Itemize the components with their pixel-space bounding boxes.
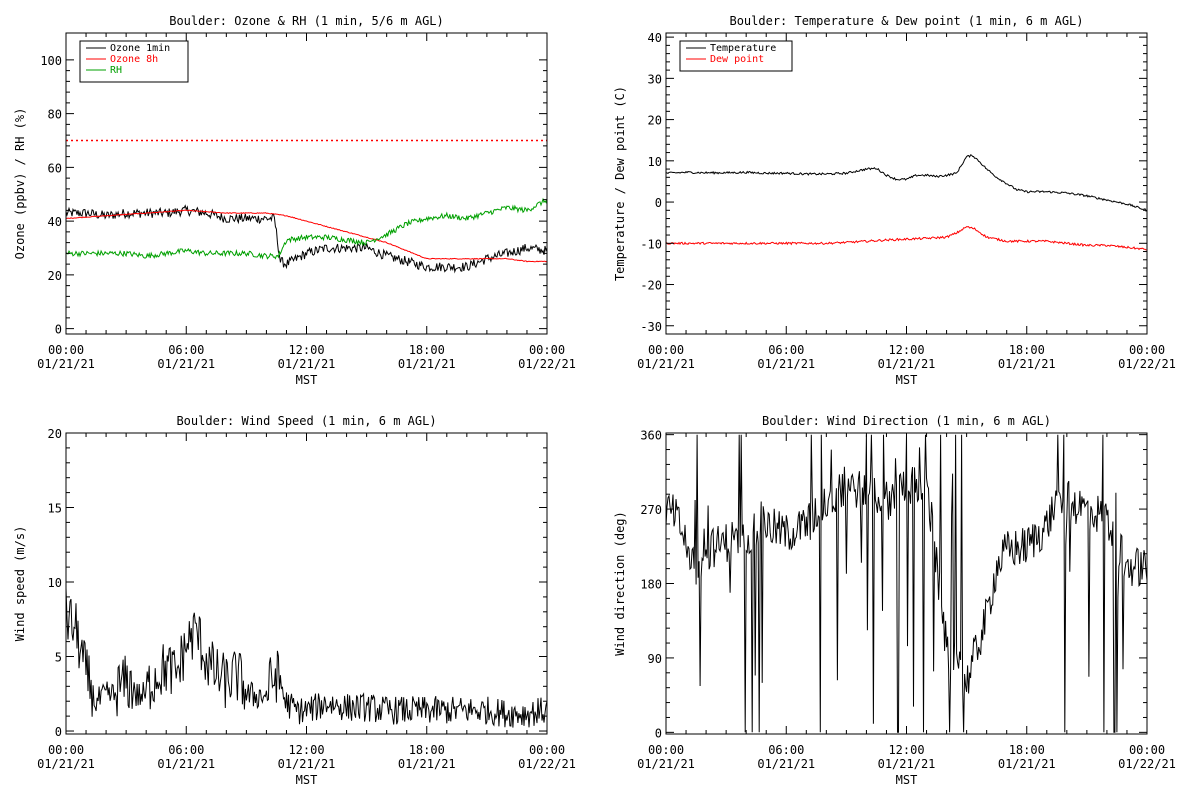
x-tick-label-date: 01/21/21 [157,757,215,771]
x-tick-label-time: 00:00 [529,743,565,757]
y-axis-label: Temperature / Dew point (C) [613,86,627,281]
y-tick-label: 80 [48,108,62,122]
y-tick-label: 40 [48,215,62,229]
y-tick-label: 20 [48,269,62,283]
chart-title: Boulder: Temperature & Dew point (1 min,… [729,14,1083,28]
series-line-dew-point [665,226,1148,251]
x-tick-label-time: 00:00 [48,343,84,357]
y-tick-label: 180 [640,578,662,592]
chart-panel-4: Boulder: Wind Direction (1 min, 6 m AGL)… [613,414,1176,787]
legend-box [679,40,793,72]
y-tick-label: 10 [648,155,662,169]
x-axis-label: MST [296,773,318,787]
plot-frame [65,432,548,735]
legend-entry: RH [110,65,122,76]
y-tick-label: -30 [640,320,662,334]
y-tick-label: 360 [640,429,662,443]
x-tick-label-time: 12:00 [288,743,324,757]
x-axis-label: MST [896,773,918,787]
y-axis-label: Ozone (ppbv) / RH (%) [13,108,27,260]
y-tick-label: 30 [648,72,662,86]
chart-title: Boulder: Ozone & RH (1 min, 5/6 m AGL) [169,14,444,28]
y-axis-label: Wind speed (m/s) [13,526,27,642]
series-line-1 [665,434,1148,733]
y-tick-label: -20 [640,279,662,293]
y-tick-label: 20 [648,114,662,128]
y-tick-label: 90 [648,652,662,666]
x-tick-label-time: 12:00 [288,343,324,357]
x-tick-label-time: 12:00 [888,743,924,757]
y-tick-label: 0 [655,726,662,740]
x-tick-label-time: 12:00 [888,343,924,357]
y-tick-label: 0 [655,196,662,210]
y-tick-label: 100 [40,54,62,68]
x-tick-label-date: 01/21/21 [398,357,456,371]
x-tick-label-time: 00:00 [48,743,84,757]
y-tick-label: 270 [640,503,662,517]
x-tick-label-time: 00:00 [1129,743,1165,757]
chart-panel-2: Boulder: Temperature & Dew point (1 min,… [613,14,1176,387]
x-tick-label-date: 01/21/21 [878,757,936,771]
x-tick-label-date: 01/21/21 [398,757,456,771]
x-axis-label: MST [896,373,918,387]
x-tick-label-date: 01/21/21 [37,757,95,771]
y-tick-label: 60 [48,161,62,175]
x-tick-label-date: 01/21/21 [278,757,336,771]
x-tick-label-date: 01/22/21 [518,757,576,771]
x-tick-label-time: 00:00 [648,743,684,757]
chart-title: Boulder: Wind Speed (1 min, 6 m AGL) [176,414,436,428]
y-tick-label: 15 [48,502,62,516]
x-tick-label-date: 01/21/21 [37,357,95,371]
x-tick-label-time: 06:00 [168,743,204,757]
series-line-temperature [666,154,1148,212]
series-line-ozone-8h [65,209,548,263]
x-tick-label-date: 01/22/21 [518,357,576,371]
x-tick-label-time: 18:00 [409,743,445,757]
series-line-rh [65,197,548,260]
x-tick-label-time: 06:00 [768,343,804,357]
x-tick-label-date: 01/21/21 [878,357,936,371]
x-tick-label-time: 06:00 [768,743,804,757]
x-tick-label-date: 01/21/21 [637,757,695,771]
x-tick-label-time: 06:00 [168,343,204,357]
x-tick-label-date: 01/21/21 [157,357,215,371]
chart-title: Boulder: Wind Direction (1 min, 6 m AGL) [762,414,1051,428]
x-axis-label: MST [296,373,318,387]
y-tick-label: 40 [648,31,662,45]
x-tick-label-date: 01/21/21 [998,757,1056,771]
x-tick-label-date: 01/21/21 [637,357,695,371]
chart-panel-3: Boulder: Wind Speed (1 min, 6 m AGL) 0 5 10… [13,414,576,787]
x-tick-label-time: 18:00 [1009,343,1045,357]
x-tick-label-date: 01/21/21 [757,357,815,371]
x-tick-label-time: 00:00 [529,343,565,357]
x-tick-label-date: 01/22/21 [1118,357,1176,371]
legend-entry: Temperature [710,43,776,54]
x-tick-label-time: 00:00 [1129,343,1165,357]
legend-entry: Dew point [710,54,764,65]
x-tick-label-time: 18:00 [409,343,445,357]
y-tick-label: 0 [55,725,62,739]
y-tick-label: 5 [55,651,62,665]
x-tick-label-time: 18:00 [1009,743,1045,757]
y-tick-label: 0 [55,323,62,337]
y-tick-label: 20 [48,427,62,441]
x-tick-label-date: 01/21/21 [998,357,1056,371]
x-tick-label-time: 00:00 [648,343,684,357]
x-tick-label-date: 01/21/21 [757,757,815,771]
legend-entry: Ozone 8h [110,54,158,65]
y-axis-label: Wind direction (deg) [613,511,627,656]
y-tick-label: 10 [48,576,62,590]
plot-frame [665,32,1148,335]
y-tick-label: -10 [640,237,662,251]
chart-panel-1: Boulder: Ozone & RH (1 min, 5/6 m AGL) 0 2… [13,14,576,387]
x-tick-label-date: 01/21/21 [278,357,336,371]
series-line-1 [65,588,548,728]
x-tick-label-date: 01/22/21 [1118,757,1176,771]
legend-entry: Ozone 1min [110,43,170,54]
